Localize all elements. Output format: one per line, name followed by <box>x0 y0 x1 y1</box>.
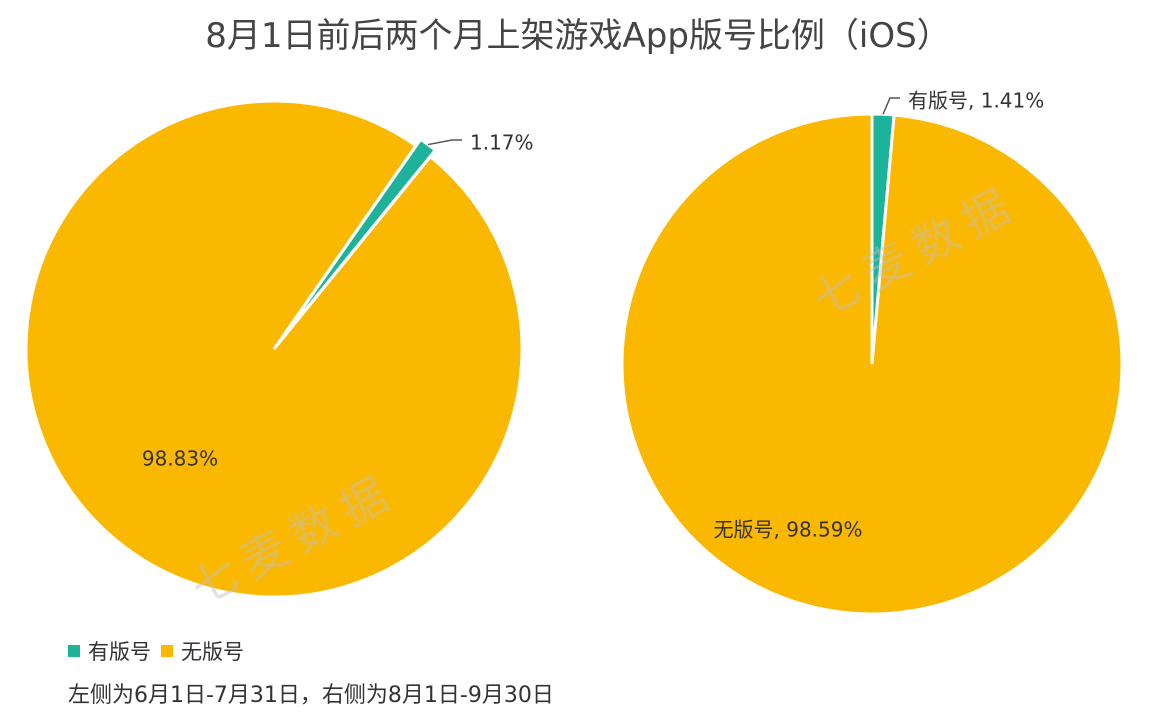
legend: 有版号 无版号 <box>68 636 254 666</box>
pie-left: 1.17% 98.83% <box>24 99 534 599</box>
pie-0-label-1: 98.83% <box>142 447 218 471</box>
pie-1-label-0: 有版号, 1.41% <box>908 89 1044 113</box>
chart-title: 8月1日前后两个月上架游戏App版号比例（iOS） <box>205 16 951 56</box>
pie-1-label-1: 无版号, 98.59% <box>714 518 863 542</box>
pie-1-slice-1 <box>620 112 1124 616</box>
pie-0-leader-0 <box>427 139 462 146</box>
pie-1-leader-0 <box>882 97 900 115</box>
legend-label-licensed: 有版号 <box>88 640 151 664</box>
pie-0-slice-1 <box>24 99 524 599</box>
legend-swatch-unlicensed <box>161 645 173 657</box>
footnote: 左侧为6月1日-7月31日，右侧为8月1日-9月30日 <box>68 683 554 708</box>
legend-item-unlicensed: 无版号 <box>161 636 244 666</box>
pie-0-slice-0 <box>277 137 438 344</box>
legend-swatch-licensed <box>68 645 80 657</box>
pie-right: 有版号, 1.41% 无版号, 98.59% <box>620 89 1124 616</box>
pie-0-label-0: 1.17% <box>470 131 534 155</box>
legend-label-unlicensed: 无版号 <box>181 640 244 664</box>
legend-item-licensed: 有版号 <box>68 636 151 666</box>
